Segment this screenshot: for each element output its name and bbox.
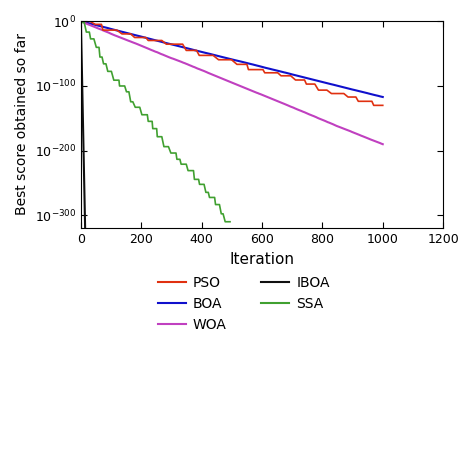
BOA (78, 18, 84, 24)
BOA (324, 81, 330, 86)
SSA (103, 62, 109, 68)
IBOA (82, 210, 88, 216)
IBOA (80, 107, 86, 113)
Line: SSA: SSA (81, 22, 230, 222)
WOA (345, 128, 351, 133)
PSO (380, 102, 386, 108)
X-axis label: Iteration: Iteration (229, 252, 294, 267)
PSO (97, 21, 102, 27)
WOA (324, 119, 330, 125)
WOA (97, 26, 102, 32)
IBOA (82, 225, 88, 231)
IBOA (80, 92, 85, 98)
IBOA (81, 152, 86, 157)
IBOA (81, 137, 86, 142)
Legend: PSO, BOA, WOA, IBOA, SSA: PSO, BOA, WOA, IBOA, SSA (153, 271, 335, 337)
SSA (222, 219, 228, 225)
IBOA (78, 18, 84, 24)
Line: BOA: BOA (81, 21, 383, 97)
PSO (78, 18, 84, 24)
SSA (227, 219, 233, 225)
IBOA (79, 48, 84, 54)
BOA (380, 94, 386, 100)
SSA (107, 69, 113, 74)
WOA (365, 136, 371, 141)
IBOA (79, 78, 85, 83)
IBOA (82, 181, 87, 187)
PSO (324, 88, 330, 93)
WOA (380, 141, 386, 147)
SSA (218, 210, 224, 215)
WOA (313, 114, 319, 120)
IBOA (78, 33, 84, 39)
BOA (313, 78, 319, 83)
Line: PSO: PSO (81, 21, 383, 105)
Line: IBOA: IBOA (81, 21, 85, 474)
IBOA (79, 63, 85, 68)
BOA (365, 91, 371, 96)
IBOA (80, 122, 86, 128)
WOA (139, 43, 145, 49)
SSA (184, 164, 190, 169)
PSO (365, 99, 371, 104)
Line: WOA: WOA (81, 21, 383, 144)
PSO (139, 35, 145, 40)
BOA (139, 34, 145, 40)
SSA (161, 142, 166, 148)
SSA (93, 42, 99, 48)
IBOA (81, 166, 87, 172)
SSA (78, 19, 84, 25)
Y-axis label: Best score obtained so far: Best score obtained so far (15, 34, 29, 216)
WOA (78, 18, 84, 24)
PSO (345, 94, 351, 100)
IBOA (82, 196, 87, 201)
BOA (345, 86, 351, 91)
PSO (313, 83, 319, 89)
PSO (371, 102, 376, 108)
BOA (97, 23, 102, 29)
